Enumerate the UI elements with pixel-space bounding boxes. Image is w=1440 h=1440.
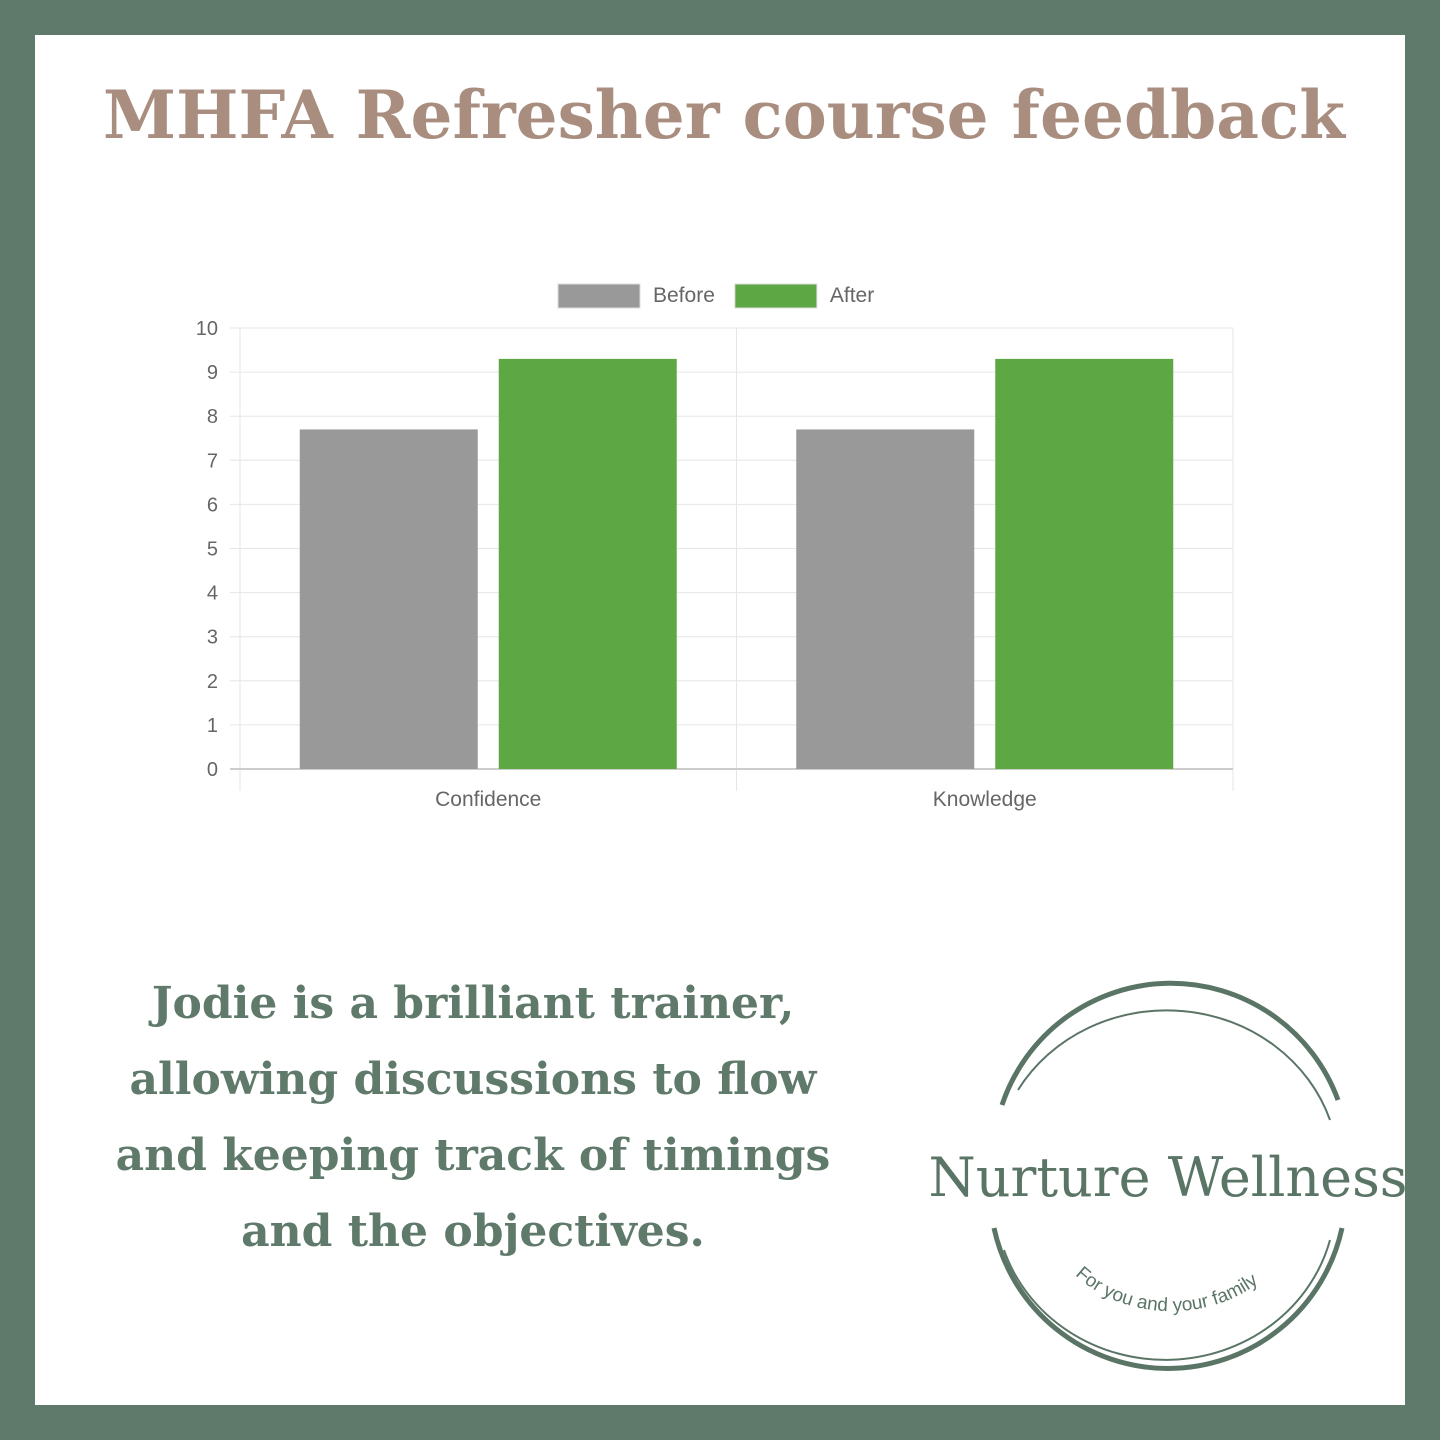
y-tick-label: 4: [207, 583, 218, 605]
logo-arc: [999, 980, 1341, 1106]
quote-line: Jodie is a brilliant trainer,: [148, 978, 795, 1029]
y-tick-label: 10: [196, 318, 218, 340]
logo-arc: [1017, 1009, 1331, 1121]
quote-line: allowing discussions to flow: [130, 1054, 818, 1105]
y-tick-label: 2: [207, 671, 218, 693]
chart-title: MHFA Refresher course feedback: [103, 76, 1346, 154]
logo-arc: [991, 1227, 1345, 1371]
logo-arc: [1003, 1239, 1331, 1361]
quote: Jodie is a brilliant trainer, allowing di…: [116, 978, 831, 1257]
x-tick-label: Knowledge: [933, 788, 1037, 811]
y-tick-label: 3: [207, 627, 218, 649]
bar: [498, 358, 677, 769]
chart: 0 1 2 3 4 5 6 7 8 9 10 Confidence Knowledge Before Aft…: [196, 283, 1234, 811]
legend-swatch: [557, 283, 641, 309]
panel: [35, 35, 1405, 1405]
legend-label: After: [830, 284, 874, 307]
legend-label: Before: [653, 284, 715, 307]
logo-name: Nurture Wellness: [928, 1146, 1407, 1209]
y-tick-label: 6: [207, 494, 218, 516]
y-tick-label: 5: [207, 539, 218, 561]
x-tick-label: Confidence: [435, 788, 541, 811]
y-tick-label: 9: [207, 362, 218, 384]
bar: [995, 358, 1174, 769]
y-tick-label: 7: [207, 450, 218, 472]
y-tick-label: 0: [207, 759, 218, 781]
y-tick-label: 8: [207, 406, 218, 428]
bar: [299, 429, 478, 769]
quote-line: and the objectives.: [241, 1206, 705, 1257]
y-tick-label: 1: [207, 715, 218, 737]
legend-swatch: [734, 283, 818, 309]
quote-line: and keeping track of timings: [116, 1130, 831, 1181]
bar: [796, 429, 975, 769]
